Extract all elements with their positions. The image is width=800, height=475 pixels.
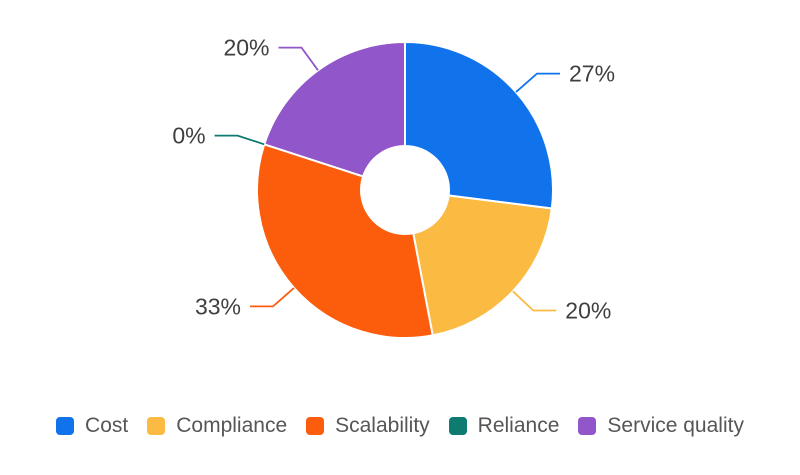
- legend-swatch-reliance: [448, 417, 467, 435]
- legend-item-scalability[interactable]: Scalability: [306, 412, 430, 440]
- percentage-label-cost: 27%: [569, 61, 615, 87]
- legend-label-scalability: Scalability: [335, 414, 430, 437]
- chart-legend: Cost Compliance Scalability Reliance Service…: [0, 412, 800, 440]
- donut-hole: [360, 145, 450, 235]
- pie-slice-service-quality[interactable]: [263, 41, 406, 191]
- legend-item-compliance[interactable]: Compliance: [147, 412, 287, 440]
- percentage-label-compliance: 20%: [565, 298, 611, 324]
- label-leader-line-reliance: [214, 134, 265, 146]
- pie-slice-compliance[interactable]: [404, 189, 553, 337]
- percentage-label-service-quality: 20%: [223, 35, 269, 61]
- legend-label-cost: Cost: [85, 414, 129, 437]
- legend-swatch-scalability: [306, 417, 325, 435]
- label-leader-line-scalability: [250, 287, 295, 308]
- percentage-label-scalability: 33%: [195, 293, 241, 319]
- legend-item-service-quality[interactable]: Service quality: [578, 412, 744, 440]
- legend-label-compliance: Compliance: [176, 414, 288, 437]
- legend-item-reliance[interactable]: Reliance: [448, 412, 560, 440]
- percentage-label-reliance: 0%: [172, 123, 205, 149]
- label-leader-line-cost: [515, 72, 560, 93]
- legend-swatch-service-quality: [578, 417, 597, 435]
- label-leader-line-compliance: [512, 290, 557, 312]
- legend-item-cost[interactable]: Cost: [56, 412, 128, 440]
- legend-label-reliance: Reliance: [477, 414, 560, 437]
- data-labels-group: 27% 20% 33% 0% 20%: [172, 35, 615, 324]
- label-leader-line-service-quality: [278, 46, 319, 71]
- legend-swatch-compliance: [147, 417, 166, 435]
- donut-chart: 27% 20% 33% 0% 20%: [172, 35, 615, 339]
- legend-label-service-quality: Service quality: [607, 414, 744, 437]
- legend-swatch-cost: [56, 417, 75, 435]
